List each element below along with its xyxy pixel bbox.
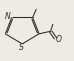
Text: N: N <box>4 12 10 21</box>
Text: S: S <box>19 43 24 52</box>
Text: O: O <box>56 35 62 44</box>
